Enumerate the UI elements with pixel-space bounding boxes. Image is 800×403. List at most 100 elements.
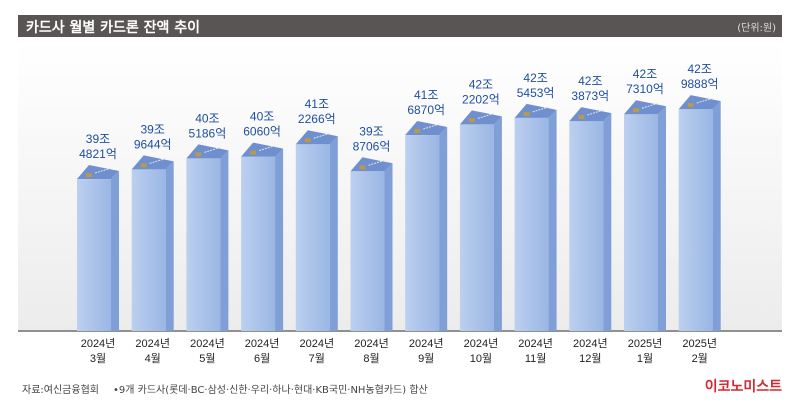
x-tick-label: 4월	[145, 352, 161, 365]
x-tick-label: 2024년	[300, 337, 335, 350]
bar-side	[165, 161, 174, 331]
bar-front	[405, 135, 440, 331]
x-tick-label: 12월	[579, 352, 601, 365]
card-number	[477, 112, 495, 119]
bar	[624, 100, 666, 331]
bar	[295, 130, 338, 331]
data-label: 39조	[141, 122, 165, 136]
x-tick-label: 2024년	[245, 337, 280, 350]
card-number	[587, 109, 604, 116]
bar-side	[548, 109, 557, 331]
data-label: 6060억	[243, 125, 281, 139]
x-tick-label: 10월	[470, 352, 492, 365]
card-number	[368, 159, 385, 166]
x-tick-label: 7월	[309, 352, 325, 365]
data-label: 41조	[414, 88, 438, 102]
bar-side	[439, 127, 448, 332]
card-number	[696, 97, 713, 104]
card-chip-icon	[250, 150, 257, 155]
bar-side	[712, 101, 721, 331]
x-tick-label: 2월	[692, 352, 708, 365]
x-tick-label: 2024년	[573, 337, 608, 350]
x-tick-label: 3월	[90, 352, 106, 365]
data-label: 9644억	[134, 137, 172, 151]
card-number	[423, 123, 440, 130]
x-tick-label: 9월	[418, 352, 434, 365]
data-label: 5186억	[189, 126, 227, 140]
data-label: 6870억	[407, 103, 445, 117]
data-label: 2266억	[298, 112, 336, 126]
bar-front	[131, 169, 166, 331]
data-label: 39조	[86, 132, 110, 146]
data-label: 42조	[633, 67, 657, 81]
bar-front	[459, 124, 494, 332]
card-number	[641, 102, 659, 109]
publisher-logo: 이코노미스트	[704, 379, 782, 395]
bar	[241, 142, 284, 331]
x-tick-label: 2024년	[135, 337, 170, 350]
bar-side	[493, 116, 502, 332]
bar-front	[295, 144, 330, 331]
card-chip-icon	[304, 138, 311, 143]
data-label: 5453억	[517, 86, 555, 100]
bar	[678, 95, 721, 331]
card-number	[94, 167, 112, 174]
card-chip-icon	[140, 163, 147, 168]
data-label: 3873억	[571, 89, 609, 103]
chart-header: 카드사 월별 카드론 잔액 추이 (단위:원)	[18, 15, 782, 37]
card-chip-icon	[633, 108, 639, 113]
x-tick-label: 8월	[363, 352, 379, 365]
bar	[405, 121, 448, 332]
bar	[77, 165, 119, 331]
card-chip-icon	[359, 165, 366, 170]
bar-side	[329, 136, 338, 331]
data-label: 42조	[469, 77, 493, 91]
x-tick-label: 2024년	[518, 337, 553, 350]
bar-side	[603, 113, 612, 331]
card-number	[204, 146, 221, 153]
bar-front	[186, 158, 221, 331]
data-label: 2202억	[462, 92, 500, 106]
x-tick-label: 6월	[254, 352, 270, 365]
card-chip-icon	[86, 173, 92, 178]
bar	[186, 144, 229, 331]
card-chip-icon	[523, 111, 530, 116]
bar-front	[514, 117, 549, 331]
card-chip-icon	[687, 103, 694, 108]
bar-side	[658, 106, 666, 331]
bar	[459, 110, 502, 332]
data-label: 40조	[250, 110, 274, 124]
card-chip-icon	[195, 152, 202, 157]
bar-front	[77, 179, 111, 331]
x-tick-label: 11월	[525, 352, 547, 365]
bar	[350, 157, 393, 331]
x-tick-label: 2024년	[190, 337, 225, 350]
bar-side	[111, 171, 119, 331]
x-tick-label: 2024년	[354, 337, 389, 350]
x-tick-label: 2024년	[81, 337, 116, 350]
x-tick-label: 5월	[199, 352, 215, 365]
footnote: •9개 카드사(롯데·BC·삼성·신한·우리·하나·현대·KB국민·NH농협카드…	[113, 385, 428, 396]
data-label: 9888억	[681, 77, 719, 91]
bar	[569, 107, 612, 331]
card-number	[258, 145, 276, 152]
data-label: 42조	[688, 62, 712, 76]
data-label: 39조	[359, 124, 383, 138]
x-tick-label: 2025년	[628, 337, 663, 350]
data-label: 41조	[305, 97, 329, 111]
data-label: 7310억	[626, 82, 664, 96]
source-note: 자료:여신금융협회	[22, 385, 99, 396]
unit-label: (단위:원)	[737, 23, 776, 34]
card-chip-icon	[578, 115, 585, 120]
bar-side	[220, 150, 229, 331]
card-number	[149, 157, 166, 164]
card-number	[313, 132, 330, 139]
bar	[514, 103, 557, 331]
data-label: 42조	[578, 74, 602, 88]
card-number	[532, 106, 549, 113]
card-chip-icon	[414, 129, 421, 134]
x-tick-label: 2025년	[682, 337, 717, 350]
bar-front	[569, 121, 604, 331]
data-label: 4821억	[79, 147, 117, 161]
